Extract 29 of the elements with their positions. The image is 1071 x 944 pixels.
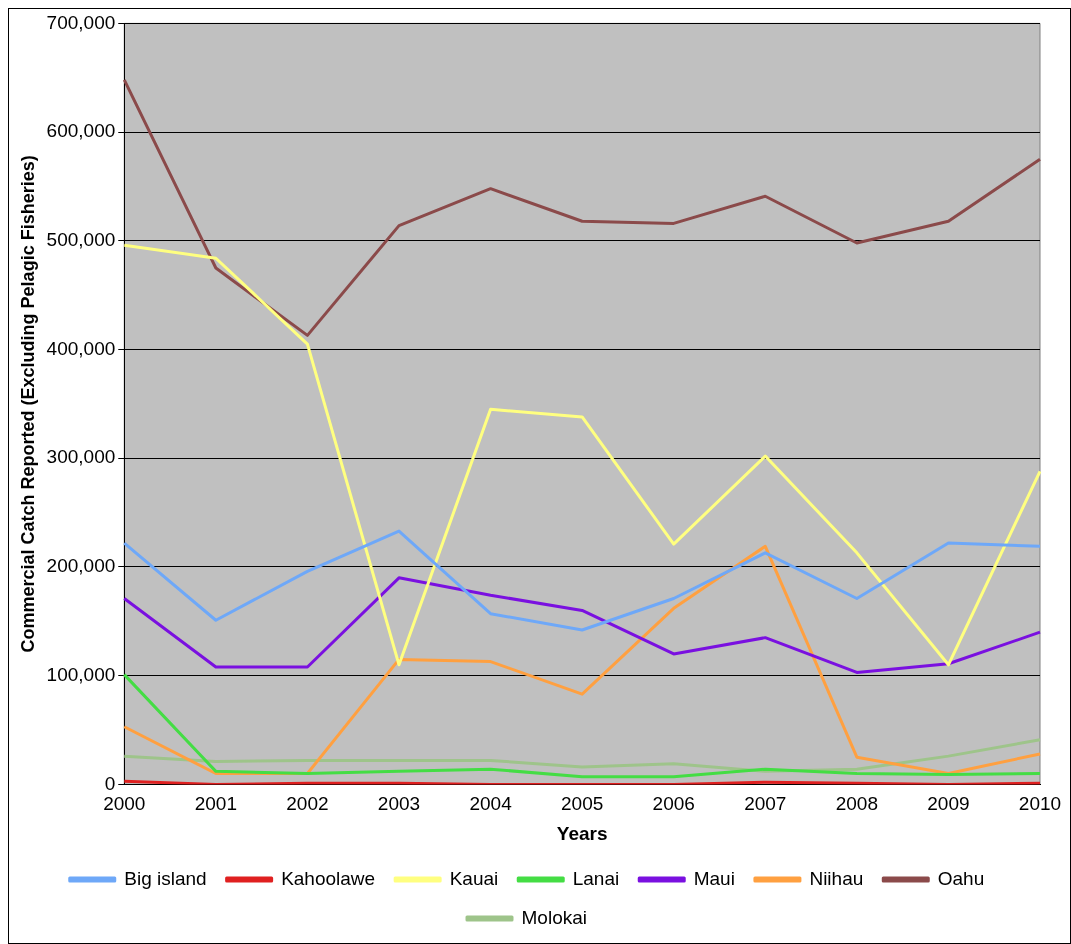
- y-tick-label: 500,000: [46, 229, 116, 251]
- x-tick-label: 2002: [286, 793, 329, 815]
- x-tick-label: 2009: [927, 793, 970, 815]
- legend-label: Lanai: [572, 867, 620, 889]
- y-axis-title: Commercial Catch Reported (Excluding Pelagic Fisheries): [17, 155, 38, 653]
- legend-label: Kahoolawe: [281, 867, 376, 889]
- x-tick-label: 2004: [469, 793, 513, 815]
- x-tick-label: 2000: [103, 793, 146, 815]
- y-tick-label: 700,000: [46, 11, 116, 33]
- y-tick-label: 0: [104, 772, 116, 794]
- x-tick-label: 2003: [377, 793, 421, 815]
- y-tick-label: 600,000: [46, 120, 116, 142]
- legend-label: Oahu: [937, 867, 985, 889]
- y-tick-label: 200,000: [46, 555, 116, 577]
- y-tick-label: 300,000: [46, 446, 116, 468]
- x-tick-label: 2001: [194, 793, 237, 815]
- legend-label: Molokai: [521, 906, 587, 928]
- y-tick-label: 400,000: [46, 337, 116, 359]
- legend-label: Maui: [693, 867, 735, 889]
- legend-label: Niihau: [809, 867, 864, 889]
- x-axis-title: Years: [556, 822, 608, 844]
- y-tick-label: 100,000: [46, 663, 116, 685]
- x-tick-label: 2006: [652, 793, 695, 815]
- legend-label: Big island: [124, 867, 207, 889]
- x-tick-label: 2008: [835, 793, 878, 815]
- x-tick-label: 2007: [744, 793, 787, 815]
- x-tick-label: 2010: [1018, 793, 1062, 815]
- legend-label: Kauai: [449, 867, 499, 889]
- x-tick-label: 2005: [561, 793, 604, 815]
